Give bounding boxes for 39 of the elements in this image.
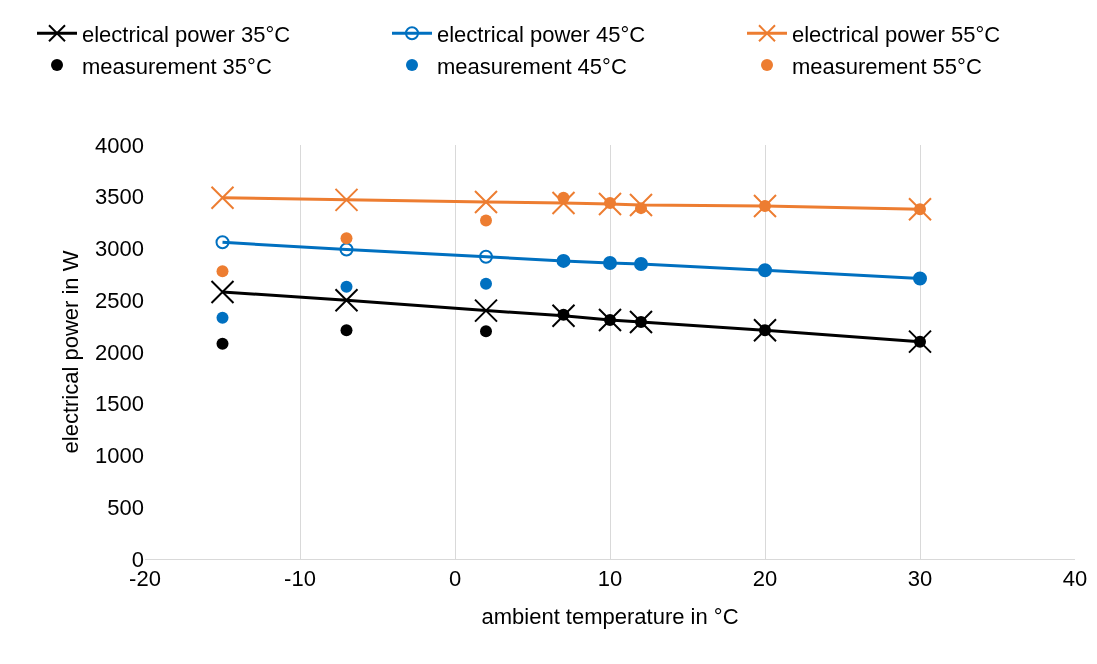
legend-label: electrical power 55°C <box>792 21 1001 47</box>
point <box>474 298 498 323</box>
point <box>340 280 353 293</box>
point <box>604 196 616 209</box>
x-tick-label: 30 <box>907 566 933 592</box>
legend-label: measurement 55°C <box>792 53 982 79</box>
point <box>635 202 647 215</box>
point <box>210 279 235 304</box>
point <box>480 277 492 290</box>
point <box>480 214 492 227</box>
legend-label: measurement 45°C <box>437 53 627 79</box>
point <box>334 288 359 313</box>
y-tick-label: 1500 <box>95 391 144 417</box>
legend-label: measurement 35°C <box>82 53 272 79</box>
legend-label: electrical power 35°C <box>82 21 291 47</box>
point <box>215 235 230 250</box>
y-tick-label: 3000 <box>95 236 144 262</box>
x-axis-title: ambient temperature in °C <box>481 604 739 630</box>
point <box>334 187 359 212</box>
point <box>216 265 229 278</box>
legend-label: electrical power 45°C <box>437 21 646 47</box>
y-tick-label: 500 <box>107 494 144 520</box>
point <box>340 232 353 245</box>
x-tick-label: 40 <box>1062 566 1088 592</box>
x-tick-label: 0 <box>448 566 462 592</box>
x-tick-label: -10 <box>284 566 316 592</box>
y-tick-label: 4000 <box>95 132 144 158</box>
x-tick-label: 20 <box>752 566 778 592</box>
y-tick-label: 2500 <box>95 287 144 313</box>
y-tick-label: 2000 <box>95 339 144 365</box>
y-axis-title: electrical power in W <box>57 250 83 454</box>
x-tick-label: 10 <box>597 566 623 592</box>
point <box>216 311 229 324</box>
y-tick-label: 3500 <box>95 184 144 210</box>
point <box>479 249 493 264</box>
point <box>339 242 354 257</box>
point <box>210 185 235 210</box>
point <box>474 189 498 214</box>
y-tick-label: 1000 <box>95 443 144 469</box>
